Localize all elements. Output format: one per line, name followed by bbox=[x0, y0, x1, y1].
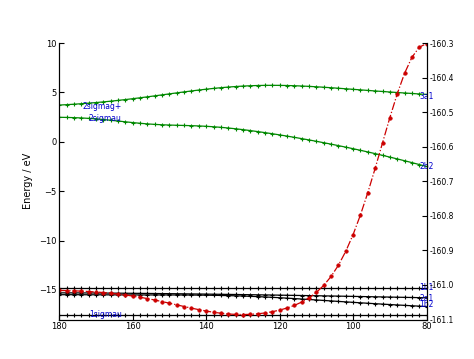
Text: 2a1: 2a1 bbox=[419, 294, 434, 303]
Text: 1b2: 1b2 bbox=[419, 300, 434, 309]
Y-axis label: Energy / eV: Energy / eV bbox=[23, 153, 33, 209]
Text: 3a1: 3a1 bbox=[419, 92, 434, 101]
Text: 1b1: 1b1 bbox=[419, 283, 434, 293]
Text: 2b2: 2b2 bbox=[419, 162, 434, 171]
Text: 2sigmau: 2sigmau bbox=[89, 113, 122, 123]
Text: 2sigmag+: 2sigmag+ bbox=[82, 102, 122, 111]
Text: 1sigmau: 1sigmau bbox=[89, 310, 122, 319]
